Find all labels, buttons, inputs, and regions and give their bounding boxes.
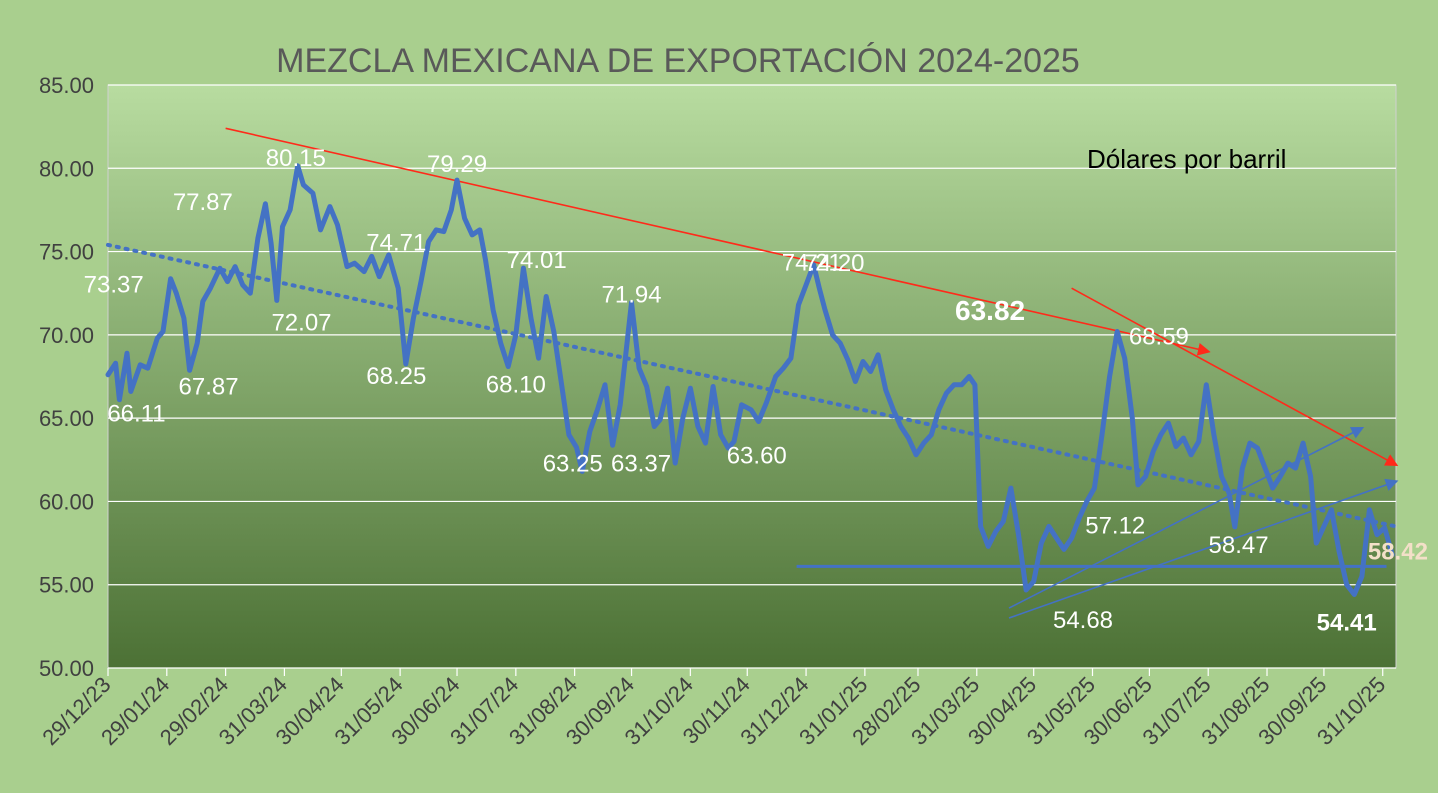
- data-label: 63.82: [955, 295, 1025, 326]
- data-label: 72.07: [271, 309, 331, 336]
- data-label: 63.37: [611, 450, 671, 477]
- data-label: 58.42: [1368, 539, 1428, 566]
- data-label: 74.71: [366, 229, 426, 256]
- data-label: 54.41: [1317, 610, 1377, 637]
- data-label: 68.10: [486, 372, 546, 399]
- data-label: 79.29: [427, 151, 487, 178]
- data-label: 74.20: [804, 250, 864, 277]
- data-label: 66.11: [107, 401, 165, 428]
- x-axis: 29/12/2329/01/2429/02/2431/03/2430/04/24…: [37, 668, 1390, 750]
- y-tick-label: 80.00: [39, 156, 94, 181]
- data-label: 63.60: [727, 442, 787, 469]
- y-tick-label: 55.00: [39, 573, 94, 598]
- data-label: 57.12: [1085, 512, 1145, 539]
- data-label: 73.37: [84, 272, 144, 299]
- y-tick-label: 85.00: [39, 73, 94, 98]
- y-tick-label: 75.00: [39, 240, 94, 265]
- chart-title: MEZCLA MEXICANA DE EXPORTACIÓN 2024-2025: [276, 42, 1080, 80]
- data-label: 77.87: [173, 189, 233, 216]
- y-axis: 50.00 55.00 60.00 65.00 70.00 75.00 80.00 85.00: [39, 73, 94, 681]
- data-label: 54.68: [1053, 607, 1113, 634]
- data-label: 68.59: [1129, 323, 1189, 350]
- data-label: 71.94: [602, 282, 662, 309]
- data-label: 63.25: [543, 450, 603, 477]
- data-label: 67.87: [179, 373, 239, 400]
- data-label: 58.47: [1209, 532, 1269, 559]
- y-tick-label: 50.00: [39, 656, 94, 681]
- data-label: 74.01: [507, 247, 567, 274]
- y-tick-label: 60.00: [39, 489, 94, 514]
- unit-label: Dólares por barril: [1087, 144, 1286, 174]
- y-tick-label: 65.00: [39, 406, 94, 431]
- data-label: 80.15: [266, 145, 326, 172]
- data-label: 68.25: [366, 363, 426, 390]
- y-tick-label: 70.00: [39, 323, 94, 348]
